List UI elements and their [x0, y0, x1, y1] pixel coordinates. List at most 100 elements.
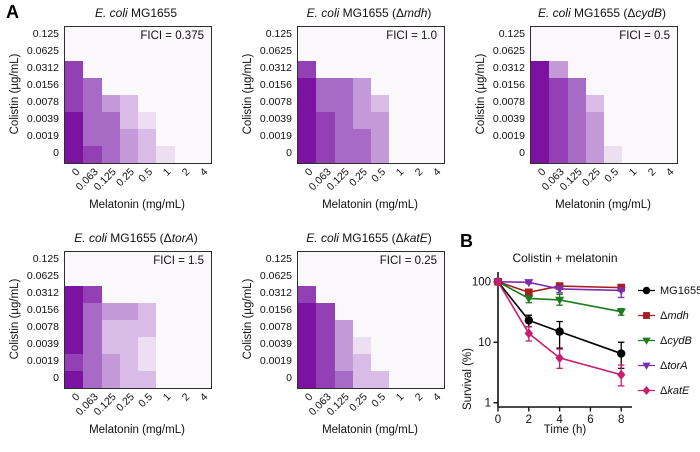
heatmap-cell	[65, 252, 84, 269]
heatmap-cell	[389, 61, 408, 78]
y-tick-label: 0	[53, 372, 59, 384]
heatmap-cell	[407, 78, 426, 95]
data-point-ΔtorA	[555, 285, 565, 294]
x-tick-label: 2	[179, 166, 192, 179]
heatmap-cell	[174, 252, 193, 269]
heatmap-cell	[83, 269, 102, 286]
heatmap-cell	[585, 146, 604, 163]
y-tick-label: 0.0019	[259, 130, 292, 142]
heatmap-title: E. coli MG1655 (ΔtorA)	[74, 231, 198, 245]
heatmap-cell	[101, 61, 120, 78]
heatmap-cell	[407, 303, 426, 320]
heatmap-cell	[138, 44, 157, 61]
heatmap-cell	[604, 44, 623, 61]
heatmap-cell	[622, 27, 641, 44]
heatmap-cell	[83, 61, 102, 78]
heatmap-cell	[101, 129, 120, 146]
heatmap-cell	[658, 112, 677, 129]
heatmap-cell	[585, 78, 604, 95]
heatmap-cell	[138, 78, 157, 95]
heatmap-cell	[138, 95, 157, 112]
heatmap-cell	[352, 371, 371, 388]
heatmap-cell	[192, 61, 211, 78]
heatmap-cell	[298, 286, 317, 303]
heatmap-cell	[138, 252, 157, 269]
heatmap-cell	[389, 286, 408, 303]
heatmap-cell	[298, 112, 317, 129]
heatmap-cell	[389, 129, 408, 146]
heatmap-cell	[531, 146, 550, 163]
y-tick-label: 0.0078	[26, 321, 59, 333]
heatmap-cell	[174, 303, 193, 320]
heatmap-cell	[119, 61, 138, 78]
heatmap-cell	[658, 61, 677, 78]
survival-chart: 1 10 100 0 2 4 6 8	[455, 267, 700, 447]
heatmap-cell	[604, 95, 623, 112]
heatmap-cell	[352, 286, 371, 303]
heatmap-cell	[352, 146, 371, 163]
x-axis-label: Melatonin (mg/mL)	[322, 424, 418, 436]
heatmap-cell	[640, 78, 659, 95]
heatmap-cell	[316, 61, 335, 78]
heatmap-cell	[407, 337, 426, 354]
heatmap-cell	[425, 354, 444, 371]
data-point-MG1655	[617, 349, 626, 358]
heatmap-cell	[138, 61, 157, 78]
y-tick-label: 0.0039	[259, 113, 292, 125]
heatmap-cell	[174, 269, 193, 286]
heatmap-cell	[83, 337, 102, 354]
heatmap-cell	[622, 95, 641, 112]
legend-marker	[638, 312, 655, 319]
heatmap-cell	[156, 112, 175, 129]
legend-label: ΔtorA	[660, 359, 688, 372]
heatmap-cell	[65, 269, 84, 286]
heatmap-cell	[425, 371, 444, 388]
heatmap-cell	[425, 320, 444, 337]
data-point-ΔcydB	[524, 295, 534, 304]
y-tick-label: 0.125	[32, 253, 59, 265]
heatmap-cell	[65, 112, 84, 129]
heatmap-cell	[334, 337, 353, 354]
heatmap-cell	[585, 27, 604, 44]
x-tick-label: 4	[556, 414, 563, 426]
x-tick-label: 0.25	[114, 166, 138, 189]
heatmap-cell	[604, 78, 623, 95]
y-tick-label: 0	[53, 147, 59, 159]
heatmap-cell	[567, 146, 586, 163]
heatmap-cell	[65, 303, 84, 320]
heatmap-cell	[138, 146, 157, 163]
x-tick-label: 8	[618, 414, 624, 426]
legend-marker	[638, 286, 655, 295]
x-axis-label: Melatonin (mg/mL)	[555, 199, 651, 211]
heatmap-cell	[101, 337, 120, 354]
heatmap-cell	[407, 320, 426, 337]
heatmap-cell	[83, 286, 102, 303]
heatmap-cell	[352, 27, 371, 44]
heatmap-cell	[138, 354, 157, 371]
legend-marker	[638, 337, 655, 345]
data-point-ΔtorA	[524, 279, 534, 288]
heatmap-cell	[371, 303, 390, 320]
heatmap-cell	[334, 78, 353, 95]
heatmap-cell	[389, 44, 408, 61]
heatmap-cell	[531, 27, 550, 44]
heatmap-cell	[407, 252, 426, 269]
chart-y-axis-label: Survival (%)	[462, 348, 474, 410]
heatmap-cell	[352, 252, 371, 269]
heatmap-cell	[334, 320, 353, 337]
heatmap-cell	[174, 78, 193, 95]
heatmap-cell	[65, 27, 84, 44]
heatmap-cell	[138, 337, 157, 354]
heatmap-cell	[622, 44, 641, 61]
x-tick-label: 4	[430, 391, 444, 404]
heatmap-cell	[334, 371, 353, 388]
x-tick-label: 0.5	[369, 166, 389, 185]
heatmap-cell	[407, 27, 426, 44]
heatmap-cell	[371, 252, 390, 269]
heatmap-cell	[65, 354, 84, 371]
legend-entry: ΔtorA	[638, 353, 700, 378]
x-tick-label: 2	[179, 391, 192, 404]
heatmap-cell	[371, 129, 390, 146]
heatmap-cell	[334, 27, 353, 44]
heatmap-cell	[371, 354, 390, 371]
